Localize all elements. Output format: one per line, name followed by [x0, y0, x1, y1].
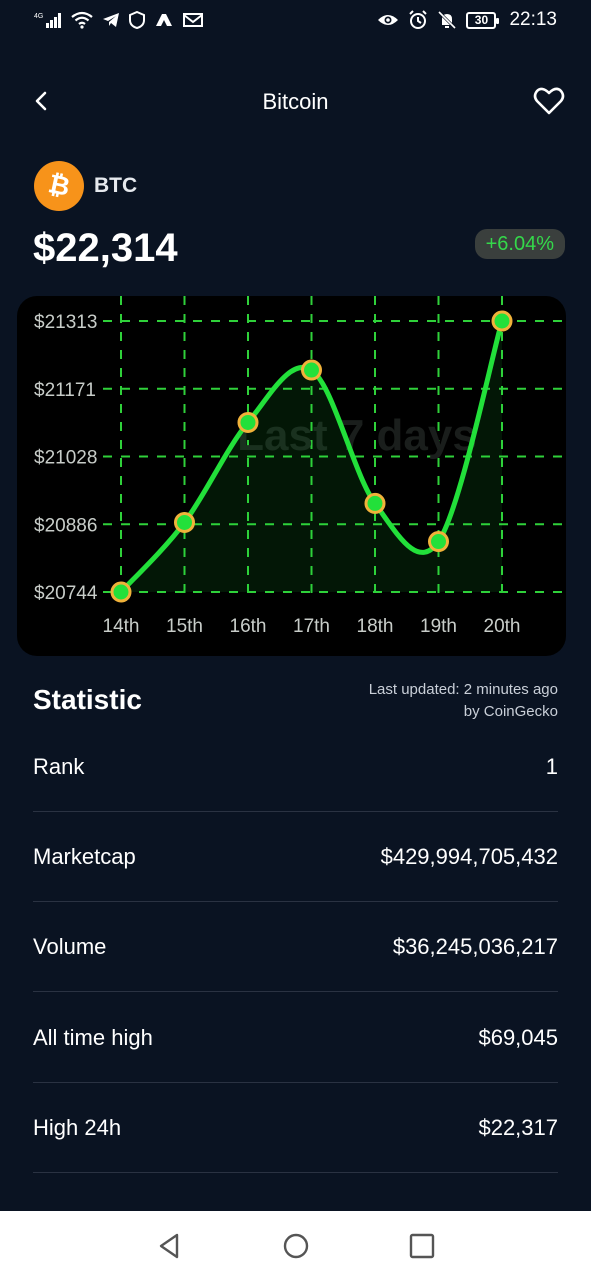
- y-tick-label: $20886: [34, 515, 97, 536]
- status-bar: 4G 30: [0, 0, 591, 40]
- eye-icon: [377, 13, 399, 27]
- data-point: [174, 511, 195, 533]
- stat-label: All time high: [33, 1024, 153, 1050]
- x-tick-label: 20th: [484, 616, 521, 637]
- nav-back-button[interactable]: [150, 1226, 190, 1266]
- status-left: 4G: [34, 11, 203, 29]
- x-tick-label: 14th: [103, 616, 140, 637]
- chevron-left-icon: [35, 91, 47, 111]
- data-point: [301, 359, 322, 381]
- app-header: Bitcoin: [0, 78, 591, 126]
- y-tick-label: $21313: [34, 312, 97, 333]
- data-point: [237, 411, 259, 433]
- stat-row-rank: Rank 1: [33, 722, 558, 812]
- price-chart: Last 7 days $21313 $21171 $21028 $20886 $207…: [17, 296, 566, 656]
- data-point: [428, 531, 449, 553]
- favorite-button[interactable]: [533, 86, 565, 116]
- status-time: 22:13: [509, 9, 557, 30]
- status-right: 30 22:13: [377, 9, 557, 31]
- x-tick-label: 18th: [357, 616, 394, 637]
- y-tick-label: $21171: [34, 380, 96, 401]
- nav-recents-button[interactable]: [402, 1226, 442, 1266]
- x-tick-label: 15th: [166, 616, 203, 637]
- system-nav-bar: [0, 1211, 591, 1280]
- mail-icon: [183, 12, 203, 28]
- network-type: 4G: [34, 13, 43, 20]
- coin-symbol: BTC: [94, 174, 138, 197]
- stat-value: $36,245,036,217: [392, 933, 558, 959]
- wifi-icon: [71, 11, 93, 29]
- stat-row-volume: Volume $36,245,036,217: [33, 902, 558, 992]
- data-point: [364, 492, 386, 514]
- nav-home-button[interactable]: [276, 1226, 316, 1266]
- stat-value: $429,994,705,432: [380, 843, 558, 869]
- y-tick-label: $21028: [34, 448, 97, 469]
- shield-icon: [129, 11, 145, 29]
- stat-label: Marketcap: [33, 843, 136, 869]
- svg-text:₿: ₿: [46, 171, 73, 201]
- stat-label: Volume: [33, 933, 107, 959]
- coin-price: $22,314: [33, 226, 178, 270]
- last-updated: Last updated: 2 minutes ago by CoinGecko: [369, 679, 558, 723]
- price-change-badge: +6.04%: [474, 229, 565, 259]
- alarm-icon: [408, 10, 428, 30]
- data-point: [491, 310, 513, 332]
- x-tick-label: 19th: [420, 616, 457, 637]
- stat-value: 1: [545, 753, 558, 779]
- series-area: [121, 321, 502, 592]
- stat-row-all-time-high: All time high $69,045: [33, 993, 558, 1083]
- price-chart-svg: Last 7 days $21313 $21171 $21028 $20886 $207…: [34, 296, 566, 637]
- bitcoin-logo-icon: ₿: [34, 161, 84, 211]
- y-tick-label: $20744: [34, 583, 98, 604]
- chart-watermark: Last 7 days: [237, 411, 477, 460]
- page-title: Bitcoin: [262, 89, 329, 114]
- back-button[interactable]: [28, 86, 58, 116]
- stat-value: $69,045: [478, 1024, 558, 1050]
- telegram-icon: [102, 12, 120, 28]
- x-tick-label: 16th: [230, 616, 267, 637]
- heart-outline-icon: [533, 87, 565, 115]
- square-recents-icon: [409, 1233, 434, 1258]
- x-tick-label: 17th: [293, 616, 330, 637]
- data-source-text: by CoinGecko: [463, 703, 558, 720]
- circle-home-icon: [283, 1233, 308, 1258]
- mute-icon: [437, 10, 457, 30]
- data-point: [110, 581, 132, 603]
- stat-label: High 24h: [33, 1114, 122, 1140]
- signal-icon: 4G: [34, 11, 62, 29]
- app-notification-icon: [154, 12, 174, 28]
- coin-row: ₿ BTC: [34, 161, 137, 211]
- stat-label: Rank: [33, 753, 85, 779]
- battery-indicator: 30: [466, 11, 500, 29]
- stat-row-high-24h: High 24h $22,317: [33, 1083, 558, 1173]
- triangle-back-icon: [159, 1233, 178, 1258]
- statistic-title: Statistic: [33, 684, 142, 715]
- stat-value: $22,317: [478, 1114, 558, 1140]
- stat-row-marketcap: Marketcap $429,994,705,432: [33, 812, 558, 902]
- last-updated-text: Last updated: 2 minutes ago: [368, 681, 558, 698]
